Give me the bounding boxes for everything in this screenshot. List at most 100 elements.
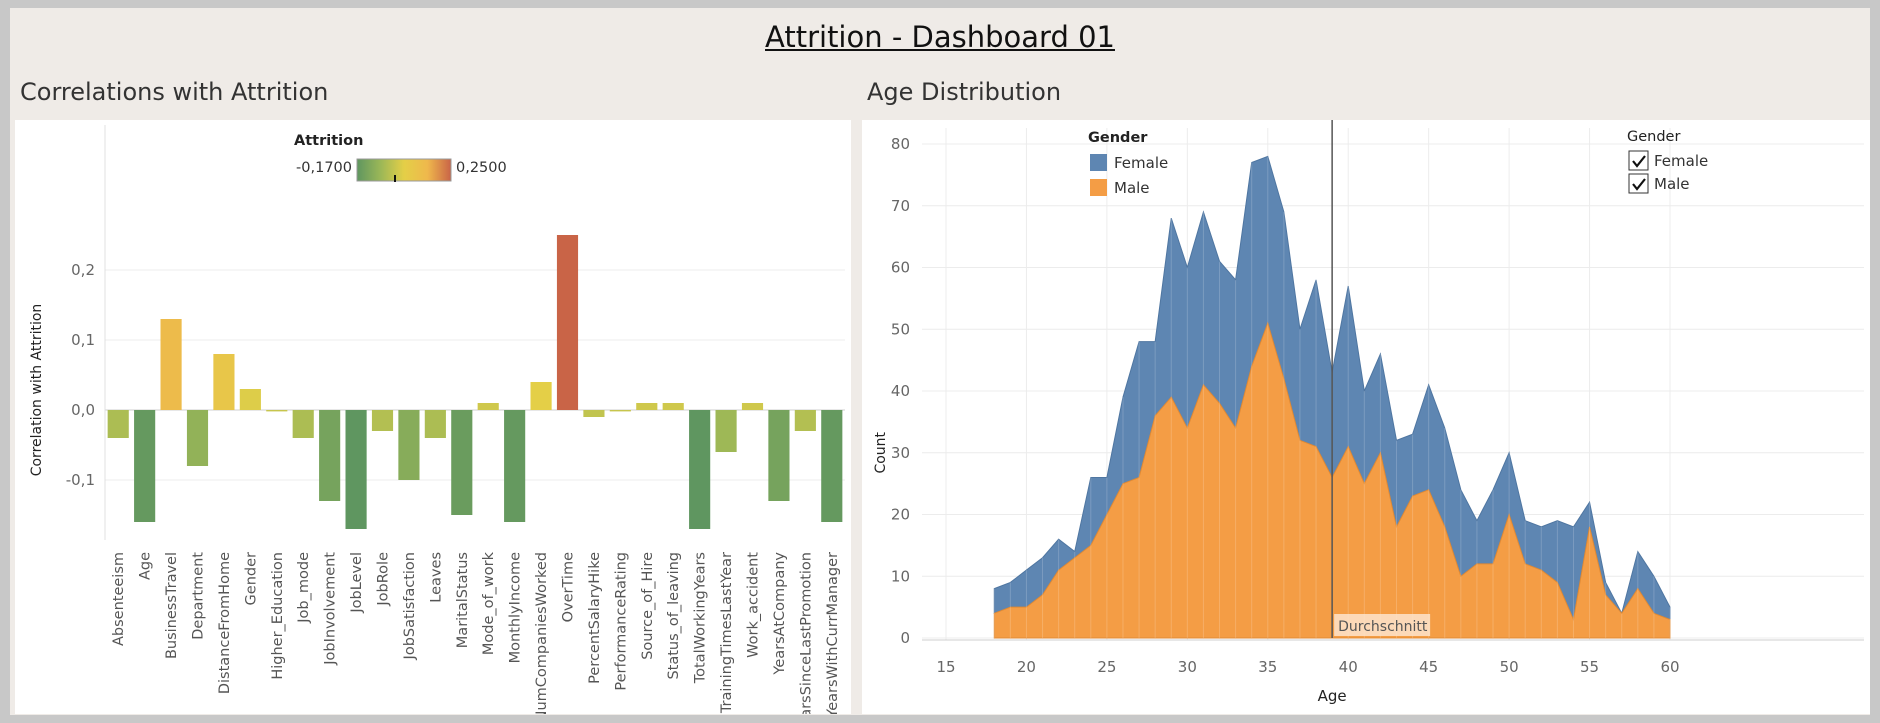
x-tick-label: JobRole <box>376 552 392 607</box>
bar-source-of-hire[interactable] <box>636 403 658 410</box>
gender-filter-label-male[interactable]: Male <box>1654 175 1690 193</box>
x-tick-label: Absenteeism <box>111 552 127 646</box>
bar-status-of-leaving[interactable] <box>662 403 684 410</box>
y-tick-label: 0,1 <box>71 331 95 349</box>
bar-department[interactable] <box>186 410 209 466</box>
gender-filter-title: Gender <box>1627 129 1680 145</box>
gender-legend-label-female[interactable]: Female <box>1114 154 1168 172</box>
gender-filter[interactable]: Gender Female Male <box>1627 129 1708 194</box>
bar-work-accident[interactable] <box>741 403 764 410</box>
bar-jobsatisfaction[interactable] <box>398 410 420 480</box>
x-tick-label: OverTime <box>561 552 577 622</box>
x-tick-label: 45 <box>1419 658 1438 676</box>
y-tick-label: 80 <box>891 135 910 153</box>
x-tick-label: BusinessTravel <box>164 552 180 659</box>
bar-gender[interactable] <box>239 389 261 410</box>
y-axis-title: Correlation with Attrition <box>29 304 45 477</box>
bar-totalworkingyears[interactable] <box>689 410 711 529</box>
age-distribution-sheet-title: Age Distribution <box>867 78 1062 106</box>
bar-yearssincelastpromotion[interactable] <box>794 410 816 431</box>
correlations-bar-chart[interactable]: 0,2 0,1 0,0 -0,1 Correlation with Attrition A… <box>15 120 851 723</box>
area-age-separators <box>993 156 1671 638</box>
bar-jobinvolvement[interactable] <box>319 410 341 501</box>
gender-filter-label-female[interactable]: Female <box>1654 152 1708 170</box>
x-tick-label: TotalWorkingYears <box>693 552 709 684</box>
x-tick-label: NumCompaniesWorked <box>534 552 550 714</box>
checkmark-icon <box>1632 155 1646 168</box>
reference-line-label: Durchschnitt <box>1338 619 1428 635</box>
y-axis-title: Count <box>873 431 889 473</box>
bar-mode-of-work[interactable] <box>477 403 499 410</box>
y-tick-label: -0,1 <box>66 471 95 489</box>
x-tick-label: Work_accident <box>746 552 762 658</box>
x-tick-label: 20 <box>1017 658 1036 676</box>
bar-percentsalaryhike[interactable] <box>583 410 605 417</box>
bar-age[interactable] <box>134 410 156 522</box>
bar-series <box>107 235 843 529</box>
bar-businesstravel[interactable] <box>160 319 182 410</box>
bar-absenteeism[interactable] <box>107 410 129 438</box>
x-tick-label: JobLevel <box>349 552 365 614</box>
x-axis-title: Age <box>1318 687 1347 705</box>
x-tick-label: Mode_of_work <box>481 551 497 655</box>
y-tick-label: 30 <box>891 444 910 462</box>
x-tick-label: Job_mode <box>296 552 312 624</box>
gender-filter-checkbox-female[interactable] <box>1628 150 1649 171</box>
color-legend-title: Attrition <box>294 133 363 149</box>
color-legend-max-label: 0,2500 <box>456 160 507 176</box>
bar-joblevel[interactable] <box>345 410 367 529</box>
bar-maritalstatus[interactable] <box>451 410 473 515</box>
age-distribution-chart-panel[interactable]: 0 10 20 30 40 50 60 70 80 15 20 25 30 35 40 45 50 55 60 Age… <box>862 120 1870 714</box>
x-tick-label: JobInvolvement <box>323 552 339 666</box>
bar-overtime[interactable] <box>556 235 579 410</box>
dashboard: Attrition - Dashboard 01 Correlations wi… <box>10 8 1870 723</box>
bar-leaves[interactable] <box>424 410 446 438</box>
bar-distancefromhome[interactable] <box>213 354 235 410</box>
attrition-color-legend[interactable]: Attrition -0,1700 0,2500 <box>294 133 507 182</box>
y-tick-label: 20 <box>891 506 910 524</box>
x-tick-label: Leaves <box>428 552 444 603</box>
x-tick-label: 30 <box>1178 658 1197 676</box>
correlations-chart-panel[interactable]: 0,2 0,1 0,0 -0,1 Correlation with Attrition A… <box>15 120 851 723</box>
x-tick-label: Status_of_leaving <box>666 552 682 680</box>
y-tick-label: 0,2 <box>71 261 95 279</box>
x-tick-label: Source_of_Hire <box>640 552 656 660</box>
y-tick-label: 50 <box>891 320 910 338</box>
y-tick-label: 40 <box>891 382 910 400</box>
gender-color-legend[interactable]: Gender Female Male <box>1088 130 1168 197</box>
x-tick-label: MonthlyIncome <box>508 552 524 663</box>
bar-jobrole[interactable] <box>371 410 394 431</box>
x-tick-label: PerformanceRating <box>613 552 629 691</box>
checkmark-icon <box>1632 178 1646 191</box>
gender-filter-checkbox-male[interactable] <box>1628 173 1649 194</box>
x-tick-label: Age <box>138 552 154 580</box>
x-tick-label: 15 <box>936 658 955 676</box>
bar-trainingtimeslastyear[interactable] <box>715 410 737 452</box>
gender-legend-swatch-male[interactable] <box>1090 179 1107 196</box>
x-tick-label: 50 <box>1500 658 1519 676</box>
bar-yearsatcompany[interactable] <box>768 410 790 501</box>
bar-job-mode[interactable] <box>292 410 314 438</box>
bar-numcompaniesworked[interactable] <box>530 382 552 410</box>
x-tick-label: YearsWithCurrManager <box>825 552 841 714</box>
x-tick-label: MaritalStatus <box>455 552 471 648</box>
gender-legend-label-male[interactable]: Male <box>1114 179 1150 197</box>
bar-monthlyincome[interactable] <box>504 410 526 522</box>
x-tick-label: YearsAtCompany <box>772 552 788 676</box>
bar-higher-education[interactable] <box>266 410 288 412</box>
x-tick-label: PercentSalaryHike <box>587 552 603 684</box>
bar-performancerating[interactable] <box>609 410 631 412</box>
age-distribution-area-chart[interactable]: 0 10 20 30 40 50 60 70 80 15 20 25 30 35 40 45 50 55 60 Age… <box>862 120 1870 714</box>
gender-legend-swatch-female[interactable] <box>1090 154 1107 171</box>
x-tick-label: 60 <box>1660 658 1679 676</box>
x-tick-label: TrainingTimesLastYear <box>719 552 735 714</box>
correlations-sheet-title: Correlations with Attrition <box>20 78 329 106</box>
x-tick-label: 25 <box>1097 658 1116 676</box>
color-legend-gradient <box>356 158 452 182</box>
y-tick-label: 70 <box>891 197 910 215</box>
bar-yearswithcurrmanager[interactable] <box>821 410 843 522</box>
gender-legend-title: Gender <box>1088 130 1148 146</box>
x-tick-label: DistanceFromHome <box>217 552 233 694</box>
x-tick-label: JobSatisfaction <box>402 552 418 660</box>
y-tick-label: 10 <box>891 567 910 585</box>
